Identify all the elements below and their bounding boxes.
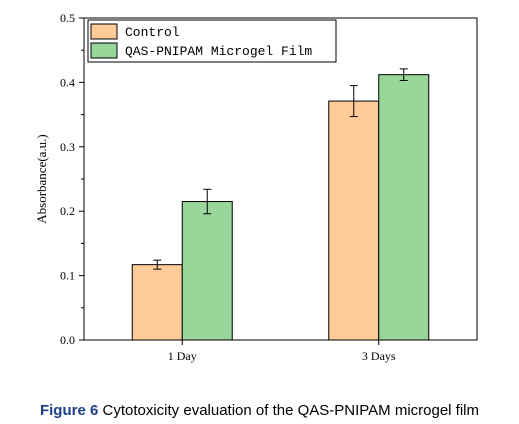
legend-label: Control <box>125 25 180 40</box>
legend: Control QAS-PNIPAM Microgel Film <box>87 19 337 63</box>
caption-text: Cytotoxicity evaluation of the QAS-PNIPA… <box>98 402 480 419</box>
x-tick-label: 1 Day <box>168 349 197 363</box>
y-tick-label: 0.1 <box>60 269 75 283</box>
y-axis: 0.0 0.1 0.2 0.3 0.4 0.5 <box>60 11 84 347</box>
y-tick-label: 0.0 <box>60 333 75 347</box>
y-tick-label: 0.5 <box>60 11 75 25</box>
legend-swatch <box>90 23 118 40</box>
caption-label: Figure 6 <box>39 402 99 419</box>
bars <box>131 74 430 341</box>
legend-box <box>87 19 337 63</box>
error-bars <box>153 68 408 270</box>
y-tick-label: 0.4 <box>60 75 75 89</box>
figure-caption: Figure 6 Cytotoxicity evaluation of the … <box>0 402 519 419</box>
y-tick-label: 0.3 <box>60 140 75 154</box>
x-axis: 1 Day 3 Days <box>168 340 396 363</box>
legend-label: QAS-PNIPAM Microgel Film <box>125 44 312 59</box>
bar-chart: 0.0 0.1 0.2 0.3 0.4 0.5 1 Day 3 Days Absorbanc… <box>34 11 478 363</box>
x-tick-label: 3 Days <box>362 349 396 363</box>
bar <box>131 264 183 341</box>
y-tick-label: 0.2 <box>60 204 75 218</box>
legend-swatch <box>90 42 118 59</box>
bar <box>378 74 430 341</box>
bar <box>181 201 233 341</box>
bar <box>328 100 380 341</box>
y-axis-label: Absorbance(a.u.) <box>34 134 49 224</box>
